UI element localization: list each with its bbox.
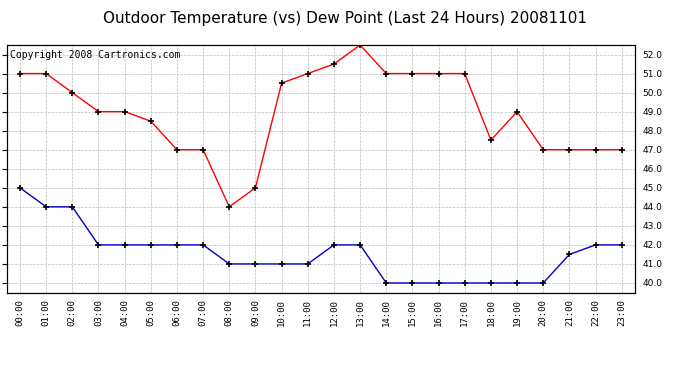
Text: Outdoor Temperature (vs) Dew Point (Last 24 Hours) 20081101: Outdoor Temperature (vs) Dew Point (Last…	[103, 11, 587, 26]
Text: Copyright 2008 Cartronics.com: Copyright 2008 Cartronics.com	[10, 50, 180, 60]
